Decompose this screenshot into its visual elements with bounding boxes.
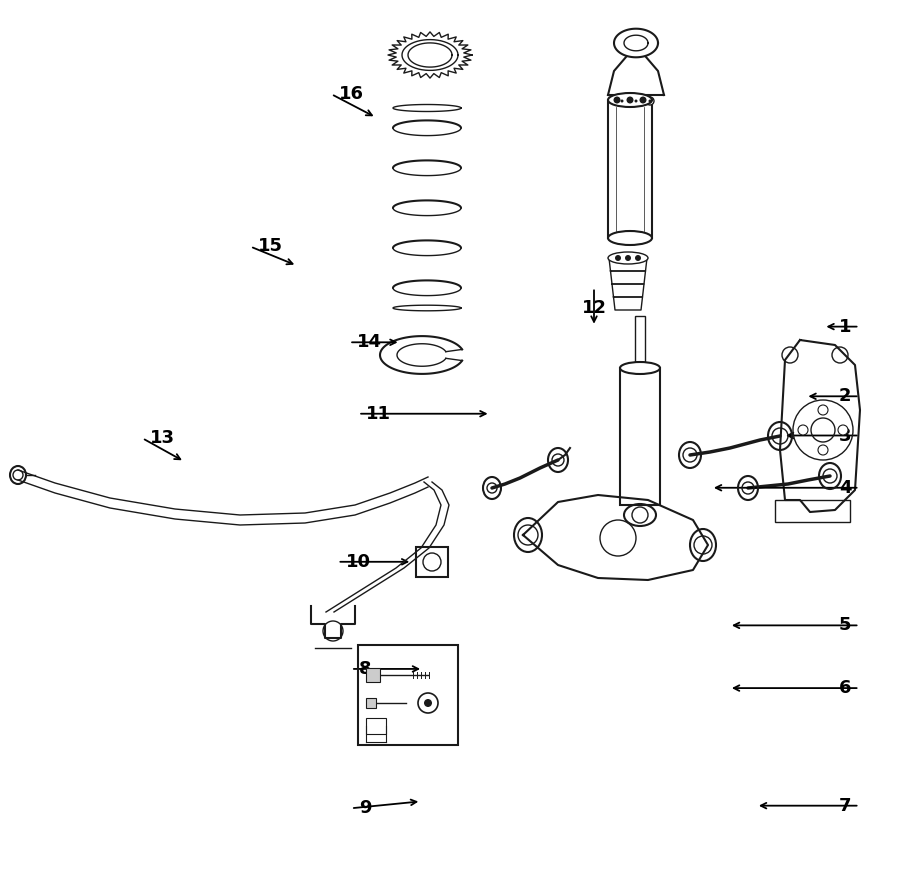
Bar: [620, 368, 660, 505]
Text: 13: 13: [150, 429, 176, 447]
Ellipse shape: [608, 252, 648, 264]
Circle shape: [614, 97, 620, 104]
Circle shape: [626, 97, 634, 104]
Circle shape: [838, 425, 848, 435]
Bar: [358, 645, 458, 745]
Bar: [366, 698, 376, 708]
Text: 7: 7: [839, 797, 851, 814]
Bar: [775, 500, 850, 522]
Circle shape: [818, 405, 828, 415]
Bar: [366, 718, 386, 734]
Circle shape: [625, 255, 631, 261]
Bar: [608, 100, 652, 238]
Text: 1: 1: [839, 318, 851, 335]
Circle shape: [634, 99, 637, 103]
Circle shape: [640, 97, 646, 104]
Text: 2: 2: [839, 388, 851, 405]
Text: 4: 4: [839, 479, 851, 496]
Ellipse shape: [620, 362, 660, 374]
Text: 15: 15: [258, 238, 284, 255]
Text: 5: 5: [839, 617, 851, 634]
Ellipse shape: [608, 231, 652, 245]
Text: 9: 9: [359, 800, 372, 817]
Circle shape: [635, 255, 641, 261]
Bar: [635, 316, 645, 368]
Text: 11: 11: [366, 405, 392, 422]
Text: 16: 16: [339, 85, 365, 103]
Circle shape: [632, 97, 640, 105]
Text: 8: 8: [359, 660, 372, 678]
Text: 14: 14: [357, 334, 382, 351]
Circle shape: [818, 445, 828, 455]
Circle shape: [424, 699, 432, 707]
Ellipse shape: [608, 93, 652, 107]
Circle shape: [615, 255, 621, 261]
Text: 3: 3: [839, 427, 851, 444]
Text: 12: 12: [581, 300, 607, 317]
Text: 10: 10: [346, 553, 371, 571]
Circle shape: [649, 99, 652, 103]
Circle shape: [798, 425, 808, 435]
Circle shape: [620, 99, 624, 103]
Circle shape: [618, 97, 626, 105]
Bar: [366, 668, 380, 682]
Circle shape: [646, 97, 654, 105]
Bar: [416, 547, 448, 577]
Text: 6: 6: [839, 679, 851, 697]
